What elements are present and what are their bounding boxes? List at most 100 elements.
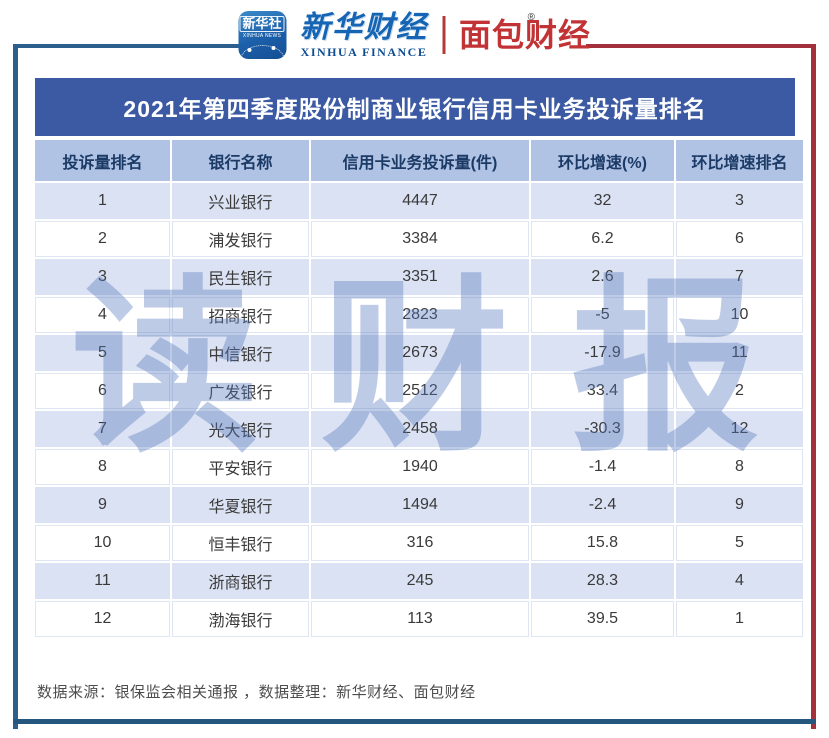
table-cell: 招商银行 <box>172 297 309 333</box>
table-cell: 1 <box>35 183 170 219</box>
frame-left-border <box>13 44 18 729</box>
brand-header: 新华社 XINHUA NEWS 新华财经 XINHUA FINANCE 面包财经… <box>237 6 592 64</box>
table-cell: 中信银行 <box>172 335 309 371</box>
table-row: 4 招商银行 2823 -5 10 <box>35 297 803 333</box>
xinhua-news-logo-cn: 新华社 <box>239 16 285 32</box>
frame-bottom-border <box>13 719 816 724</box>
table-cell: 6 <box>35 373 170 409</box>
frame-right-border <box>811 44 816 729</box>
table-cell: 5 <box>676 525 803 561</box>
brand-divider <box>441 16 445 54</box>
table-cell: 2.6 <box>531 259 674 295</box>
table-row: 12 渤海银行 113 39.5 1 <box>35 601 803 637</box>
table-cell: 平安银行 <box>172 449 309 485</box>
title-bar: 2021年第四季度股份制商业银行信用卡业务投诉量排名 <box>35 78 795 136</box>
table-cell: 6 <box>676 221 803 257</box>
xinhua-finance-logo: 新华财经 XINHUA FINANCE <box>299 10 428 59</box>
table-cell: 4 <box>676 563 803 599</box>
table-cell: 8 <box>35 449 170 485</box>
column-header: 环比增速(%) <box>531 140 674 181</box>
table-row: 6 广发银行 2512 33.4 2 <box>35 373 803 409</box>
table-cell: -2.4 <box>531 487 674 523</box>
table-cell: 10 <box>35 525 170 561</box>
table-row: 7 光大银行 2458 -30.3 12 <box>35 411 803 447</box>
table-cell: 113 <box>311 601 529 637</box>
table-cell: 12 <box>676 411 803 447</box>
table-cell: 32 <box>531 183 674 219</box>
table-cell: 6.2 <box>531 221 674 257</box>
table-cell: 7 <box>676 259 803 295</box>
table-cell: 2673 <box>311 335 529 371</box>
column-header: 银行名称 <box>172 140 309 181</box>
xinhua-news-logo-en: XINHUA NEWS <box>242 33 282 39</box>
table-cell: 2512 <box>311 373 529 409</box>
table-row: 2 浦发银行 3384 6.2 6 <box>35 221 803 257</box>
page-title: 2021年第四季度股份制商业银行信用卡业务投诉量排名 <box>123 96 707 122</box>
table-row: 5 中信银行 2673 -17.9 11 <box>35 335 803 371</box>
table-cell: 4 <box>35 297 170 333</box>
table-cell: 245 <box>311 563 529 599</box>
table-cell: 2 <box>676 373 803 409</box>
frame-top-left-line <box>14 44 241 48</box>
table-cell: 1 <box>676 601 803 637</box>
column-header: 信用卡业务投诉量(件) <box>311 140 529 181</box>
table-cell: 33.4 <box>531 373 674 409</box>
table-cell: -30.3 <box>531 411 674 447</box>
table-header-row: 投诉量排名 银行名称 信用卡业务投诉量(件) 环比增速(%) 环比增速排名 <box>35 140 803 181</box>
table-row: 10 恒丰银行 316 15.8 5 <box>35 525 803 561</box>
table-cell: 2 <box>35 221 170 257</box>
table-cell: 民生银行 <box>172 259 309 295</box>
table-cell: 12 <box>35 601 170 637</box>
ranking-table-container: 投诉量排名 银行名称 信用卡业务投诉量(件) 环比增速(%) 环比增速排名 1 兴业银行 4… <box>33 138 803 639</box>
table-row: 11 浙商银行 245 28.3 4 <box>35 563 803 599</box>
table-cell: 10 <box>676 297 803 333</box>
column-header: 投诉量排名 <box>35 140 170 181</box>
xinhua-finance-logo-cn: 新华财经 <box>299 10 428 44</box>
ranking-table: 投诉量排名 银行名称 信用卡业务投诉量(件) 环比增速(%) 环比增速排名 1 兴业银行 4… <box>33 138 805 639</box>
table-cell: 316 <box>311 525 529 561</box>
table-cell: 7 <box>35 411 170 447</box>
table-cell: 2823 <box>311 297 529 333</box>
table-cell: 光大银行 <box>172 411 309 447</box>
frame-top-right-line <box>586 44 816 48</box>
xinhua-news-logo-icon: 新华社 XINHUA NEWS <box>237 11 286 59</box>
table-cell: 11 <box>676 335 803 371</box>
table-cell: 浙商银行 <box>172 563 309 599</box>
table-cell: 广发银行 <box>172 373 309 409</box>
bread-finance-logo: 面包财经 ® <box>458 13 592 53</box>
table-cell: 9 <box>676 487 803 523</box>
table-cell: 2458 <box>311 411 529 447</box>
table-cell: 兴业银行 <box>172 183 309 219</box>
table-cell: 11 <box>35 563 170 599</box>
table-cell: 1494 <box>311 487 529 523</box>
table-cell: 3 <box>35 259 170 295</box>
table-cell: 1940 <box>311 449 529 485</box>
table-cell: -5 <box>531 297 674 333</box>
table-cell: 39.5 <box>531 601 674 637</box>
table-cell: 5 <box>35 335 170 371</box>
column-header: 环比增速排名 <box>676 140 803 181</box>
table-row: 9 华夏银行 1494 -2.4 9 <box>35 487 803 523</box>
table-cell: 3351 <box>311 259 529 295</box>
table-row: 1 兴业银行 4447 32 3 <box>35 183 803 219</box>
table-cell: 3384 <box>311 221 529 257</box>
table-row: 3 民生银行 3351 2.6 7 <box>35 259 803 295</box>
registered-trademark-icon: ® <box>527 12 536 23</box>
table-cell: 渤海银行 <box>172 601 309 637</box>
table-row: 8 平安银行 1940 -1.4 8 <box>35 449 803 485</box>
table-cell: 15.8 <box>531 525 674 561</box>
table-cell: 浦发银行 <box>172 221 309 257</box>
table-cell: -1.4 <box>531 449 674 485</box>
bread-finance-logo-cn: 面包财经 <box>458 17 592 53</box>
table-cell: 华夏银行 <box>172 487 309 523</box>
table-cell: 4447 <box>311 183 529 219</box>
table-cell: 恒丰银行 <box>172 525 309 561</box>
globe-network-icon <box>239 45 284 59</box>
table-cell: 8 <box>676 449 803 485</box>
data-source-note: 数据来源：银保监会相关通报 ，数据整理：新华财经、面包财经 <box>37 684 476 701</box>
table-cell: 9 <box>35 487 170 523</box>
table-cell: 3 <box>676 183 803 219</box>
xinhua-finance-logo-en: XINHUA FINANCE <box>300 44 428 59</box>
table-cell: 28.3 <box>531 563 674 599</box>
table-cell: -17.9 <box>531 335 674 371</box>
